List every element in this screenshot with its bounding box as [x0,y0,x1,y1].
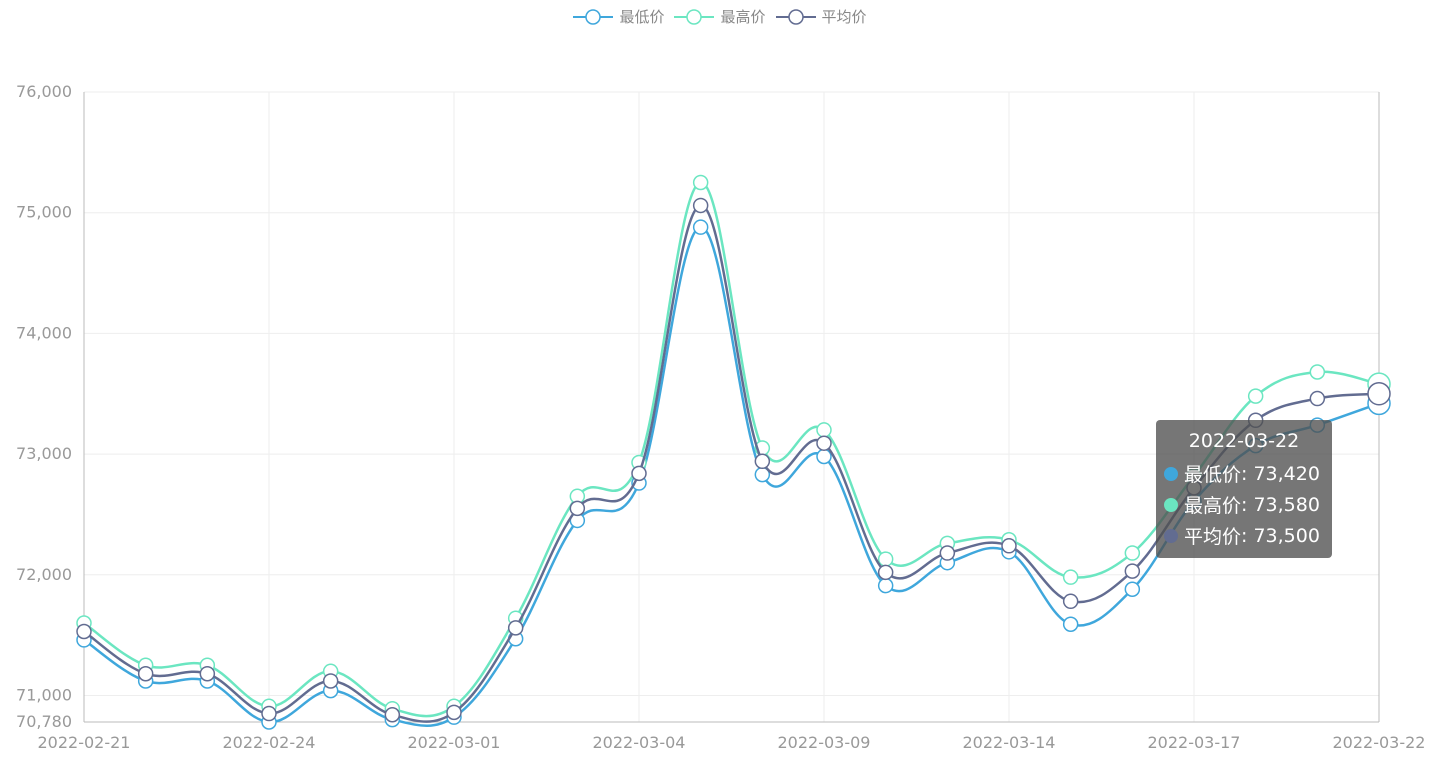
tooltip-name-low: 最低价 [1184,464,1242,486]
data-point-avg[interactable] [322,673,339,689]
data-point-avg[interactable] [1062,593,1079,610]
tooltip-row-avg: 平均价: 73,500 [1164,520,1324,551]
data-point-avg[interactable] [76,623,92,640]
legend-line-circle-icon [775,8,816,25]
y-tick-label: 70,780 [16,712,72,731]
y-tick-label: 73,000 [16,444,72,463]
data-point-avg[interactable] [692,197,709,214]
tooltip-name-avg: 平均价 [1184,526,1242,548]
y-tick-label: 75,000 [16,203,72,222]
data-point-high[interactable] [877,551,894,567]
legend-line-circle-icon [573,8,614,25]
data-point-avg[interactable] [199,665,216,682]
x-tick-label: 2022-02-24 [223,733,316,752]
tooltip: 2022-03-22 最低价: 73,420 最高价: 73,580 平均价: … [1156,420,1332,558]
tooltip-title: 2022-03-22 [1188,430,1300,452]
data-point-low[interactable] [877,577,894,594]
tooltip-row-high: 最高价: 73,580 [1164,489,1324,520]
legend-label-high: 最高价 [720,8,766,26]
y-tick-label: 72,000 [16,565,72,584]
tooltip-dot [1164,528,1178,543]
data-point-low[interactable] [1062,616,1079,632]
x-tick-label: 2022-03-14 [963,733,1056,752]
data-point-avg[interactable] [877,564,894,581]
legend-item-avg[interactable]: 平均价 [775,6,867,27]
axes: 70,780 71,000 72,000 73,000 74,000 75,000 76,0… [16,82,1425,752]
data-point-avg[interactable] [1124,563,1141,579]
data-point-low[interactable] [692,219,709,235]
data-point-high[interactable] [1062,569,1079,585]
data-point-avg[interactable] [754,453,771,470]
tooltip-value-low: 73,420 [1253,462,1320,485]
data-point-avg[interactable] [569,500,586,517]
data-point-avg[interactable] [384,707,401,723]
data-point-avg[interactable] [446,704,462,721]
tooltip-name-high: 最高价 [1184,495,1242,517]
grid [83,91,1380,723]
data-point-avg[interactable] [137,665,154,682]
data-point-avg[interactable] [1309,390,1326,407]
data-point-high[interactable] [1124,545,1141,561]
data-point-avg[interactable] [939,545,956,561]
x-tick-label: 2022-03-04 [593,733,686,752]
x-tick-label: 2022-03-01 [408,733,501,752]
tooltip-row-low: 最低价: 73,420 [1164,458,1324,489]
tooltip-dot [1164,466,1178,481]
data-point-high[interactable] [692,174,709,191]
data-point-low[interactable] [816,448,832,465]
legend-item-high[interactable]: 最高价 [674,6,766,27]
tooltip-value-high: 73,580 [1253,493,1320,516]
data-point-avg[interactable] [261,705,277,722]
data-point-avg[interactable] [1001,538,1017,554]
x-tick-label: 2022-02-21 [38,733,131,752]
y-tick-label: 76,000 [16,82,72,101]
data-point-low[interactable] [1124,581,1141,597]
x-tick-label: 2022-03-09 [778,733,871,752]
x-tick-label: 2022-03-17 [1148,733,1241,752]
data-point-avg[interactable] [507,620,524,636]
y-tick-label: 74,000 [16,323,72,342]
data-point-high[interactable] [816,422,832,438]
data-point-high[interactable] [1247,388,1264,404]
tooltip-dot [1164,497,1178,512]
legend: 最低价 最高价 平均价 [0,6,1440,27]
legend-item-low[interactable]: 最低价 [573,6,664,27]
data-point-avg[interactable] [1367,381,1391,406]
legend-label-avg: 平均价 [821,8,867,26]
tooltip-value-avg: 73,500 [1253,524,1320,547]
legend-label-low: 最低价 [619,8,665,26]
data-point-avg[interactable] [631,465,647,482]
y-tick-label: 71,000 [16,685,72,704]
data-point-high[interactable] [1309,364,1326,380]
legend-line-circle-icon [674,8,715,25]
x-tick-label: 2022-03-22 [1333,733,1426,752]
data-point-avg[interactable] [816,435,832,451]
